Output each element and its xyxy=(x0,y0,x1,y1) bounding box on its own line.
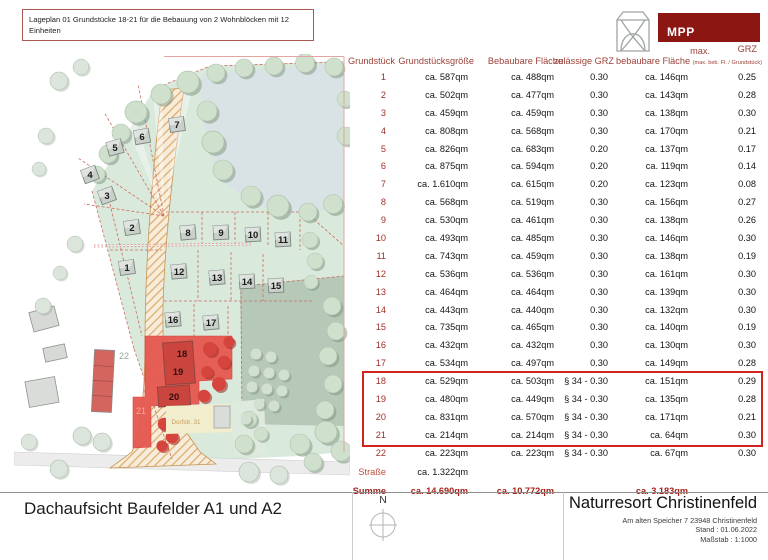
table-row: 21 ca. 214qm ca. 214qm § 34 - 0.30 ca. 64qm 0… xyxy=(375,429,756,440)
table-row: 14 ca. 443qm ca. 440qm 0.30 ca. 132qm 0.30 xyxy=(375,304,756,315)
map-plot-number-red: 18 xyxy=(177,349,188,360)
map-plot-number: 17 xyxy=(206,318,217,329)
map-plot-number: 11 xyxy=(278,235,289,246)
north-arrow: N xyxy=(366,494,400,548)
table-row: 9 ca. 530qm ca. 461qm 0.30 ca. 138qm 0.26 xyxy=(380,215,756,226)
map-plot-number: 6 xyxy=(139,132,144,143)
map-plot-number: 12 xyxy=(174,267,185,278)
map-plot-number: 13 xyxy=(212,273,223,284)
project-block: Naturresort Christinenfeld Am alten Spei… xyxy=(569,494,757,544)
table-rows: 1 ca. 587qm ca. 488qm 0.30 ca. 146qm 0.25 2 ca.… xyxy=(350,69,762,501)
table-row: 20 ca. 831qm ca. 570qm § 34 - 0.30 ca. 171qm… xyxy=(375,411,756,422)
table-row: 11 ca. 743qm ca. 459qm 0.30 ca. 138qm 0.19 xyxy=(376,250,756,261)
map-label: 21 xyxy=(136,406,146,416)
map-labels: 22 21 Dorfstr. 31 xyxy=(119,351,201,426)
map-neighbour-buildings xyxy=(24,305,116,413)
table-row: 13 ca. 464qm ca. 464qm 0.30 ca. 139qm 0.30 xyxy=(375,286,756,297)
table-row: 12 ca. 536qm ca. 536qm 0.30 ca. 161qm 0.30 xyxy=(375,268,756,279)
strasse-row: Straße ca. 1.322qm xyxy=(358,466,468,477)
map-plot-number: 16 xyxy=(168,315,179,326)
col-header-max: max. xyxy=(690,46,710,56)
map-label: Dorfstr. 31 xyxy=(171,419,201,426)
table-row: 3 ca. 459qm ca. 459qm 0.30 ca. 138qm 0.30 xyxy=(380,107,756,118)
map-plot-number: 14 xyxy=(242,277,253,288)
col-header-groesse: Grundstücksgröße xyxy=(398,56,474,66)
map-plot-number: 10 xyxy=(248,230,259,241)
table-row: 2 ca. 502qm ca. 477qm 0.30 ca. 143qm 0.28 xyxy=(380,89,756,100)
map-plot-number: 9 xyxy=(218,228,223,239)
summe-row: Summe ca. 14.690qm ca. 10.772qm ca. 3.183qm xyxy=(352,486,688,497)
north-arrow-icon xyxy=(369,509,397,541)
table-row: 16 ca. 432qm ca. 432qm 0.30 ca. 130qm 0.30 xyxy=(375,340,756,351)
map-red-long-building xyxy=(90,349,116,413)
table-row: 18 ca. 529qm ca. 503qm § 34 - 0.30 ca. 151qm… xyxy=(375,376,756,387)
table-row: 22 ca. 223qm ca. 223qm § 34 - 0.30 ca. 67qm 0… xyxy=(375,447,756,458)
logo: MPP xyxy=(613,9,760,53)
map-driveways xyxy=(118,76,195,214)
table-row: 7 ca. 1.610qm ca. 615qm 0.20 ca. 123qm 0.08 xyxy=(380,179,756,190)
project-stand: Stand : 01.06.2022 xyxy=(695,525,757,535)
map-red-zone xyxy=(132,335,237,454)
table-row: 10 ca. 493qm ca. 485qm 0.30 ca. 146qm 0.30 xyxy=(375,233,756,244)
table-row: 4 ca. 808qm ca. 568qm 0.30 ca. 170qm 0.21 xyxy=(380,125,756,136)
map-road-hatched xyxy=(108,87,218,469)
map-plot-number: 3 xyxy=(104,191,109,202)
plan-note-box: Lageplan 01 Grundstücke 18-21 für die Be… xyxy=(22,9,314,41)
logo-mpp-box: MPP xyxy=(658,13,760,42)
map-pond xyxy=(200,63,344,216)
map-plot-number: 15 xyxy=(271,281,282,292)
col-header-maxflaeche-note: (max. beb. Fl. / Grundstück) xyxy=(692,60,762,66)
col-header-grz: GRZ xyxy=(737,44,757,54)
map-plot-number: 2 xyxy=(129,223,134,234)
north-label: N xyxy=(379,494,387,506)
table-row: 6 ca. 875qm ca. 594qm 0.20 ca. 119qm 0.14 xyxy=(380,161,756,172)
col-header-maxflaeche: bebaubare Fläche (max. beb. Fl. / Grunds… xyxy=(616,56,762,66)
footer-divider xyxy=(0,492,768,493)
table-row: 1 ca. 587qm ca. 488qm 0.30 ca. 146qm 0.25 xyxy=(380,72,756,82)
map-label: 22 xyxy=(119,351,129,361)
table-row: 19 ca. 480qm ca. 449qm § 34 - 0.30 ca. 135qm… xyxy=(375,394,756,405)
col-header-grundstueck: Grundstück xyxy=(348,56,395,66)
map-boundary-lines xyxy=(164,56,345,452)
table-row: 15 ca. 735qm ca. 465qm 0.30 ca. 140qm 0.19 xyxy=(375,322,756,333)
col-header-zgrz: zulässige GRZ xyxy=(553,56,614,66)
map-fence-line xyxy=(93,242,253,248)
map-plot-number: 7 xyxy=(174,120,179,131)
table-row: 17 ca. 534qm ca. 497qm 0.30 ca. 149qm 0.28 xyxy=(375,358,756,369)
map-plot-number: 5 xyxy=(112,143,118,154)
logo-mpp-text: MPP xyxy=(667,25,695,39)
map-plot-number: 1 xyxy=(124,263,130,274)
footer-separator-1 xyxy=(352,492,353,560)
sheet-title: Dachaufsicht Baufelder A1 und A2 xyxy=(24,499,283,518)
map-plot-number-red: 19 xyxy=(173,367,184,378)
col-header-bebaubar: Bebaubare Fläche xyxy=(487,56,563,66)
project-scale: Maßstab : 1:1000 xyxy=(700,534,757,544)
table-row: 8 ca. 568qm ca. 519qm 0.30 ca. 156qm 0.27 xyxy=(380,197,756,208)
project-address: Am alten Speicher 7 23948 Christinenfeld xyxy=(622,516,757,525)
map-dorfstrasse-area xyxy=(166,399,271,456)
table-row: 5 ca. 826qm ca. 683qm 0.20 ca. 137qm 0.17 xyxy=(380,143,756,154)
footer-separator-2 xyxy=(563,492,564,560)
project-name: Naturresort Christinenfeld xyxy=(569,494,757,512)
map-plot-number: 4 xyxy=(87,170,93,181)
arch-logo-icon xyxy=(616,11,650,52)
map-plot-number: 8 xyxy=(185,228,190,239)
map-plot-number-red: 20 xyxy=(169,392,180,403)
map-red-building-18-19 xyxy=(162,340,196,386)
